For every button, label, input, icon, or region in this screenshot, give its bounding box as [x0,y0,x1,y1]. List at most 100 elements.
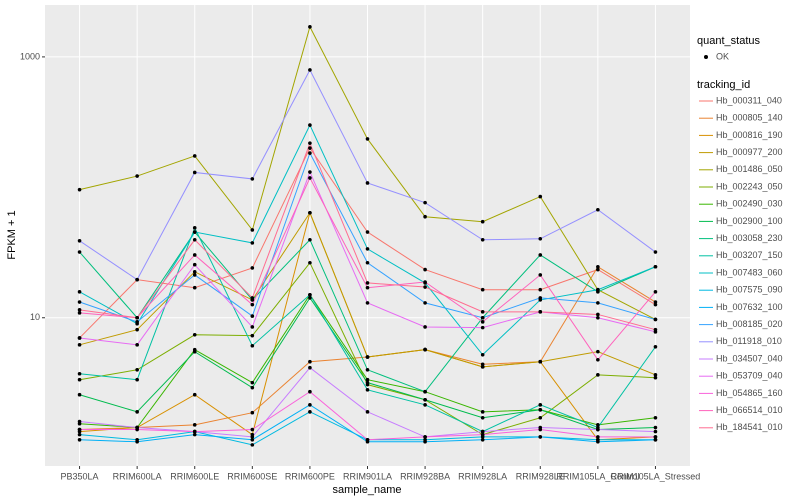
data-point [480,287,485,292]
data-point [308,365,312,370]
data-point [596,427,600,432]
data-point [423,214,427,219]
data-point [135,377,139,382]
data-point [365,247,370,251]
data-point [250,325,255,329]
data-point [365,355,370,359]
data-point [135,343,139,347]
data-point [365,285,370,290]
data-point [135,320,139,324]
data-point [77,187,82,192]
data-point [365,181,370,185]
x-tick-label: RRIM600LA [113,471,162,481]
data-point [77,311,82,315]
data-point [480,237,485,242]
x-tick-label: RRIM600LE [170,471,219,481]
data-point [308,141,312,145]
data-point [77,250,82,254]
data-point [596,315,600,320]
legend-label: Hb_007632_100 [716,302,783,312]
legend-label: Hb_000977_200 [716,147,783,157]
data-point [538,310,543,314]
x-tick-label: RRIM600PE [285,471,335,481]
data-point [308,146,312,150]
data-point [538,253,543,257]
data-point [135,315,139,320]
data-point [365,380,370,385]
data-point [192,432,197,437]
data-point [365,410,370,414]
data-point [596,267,600,272]
data-point [308,389,312,394]
data-point [365,301,370,305]
data-point [596,287,600,292]
data-point [480,437,485,442]
legend-label: Hb_053709_040 [716,371,783,381]
legend-label: Hb_008185_020 [716,319,783,329]
data-point [538,435,543,439]
data-point [596,439,600,444]
data-point [77,343,82,347]
legend-label: Hb_034507_040 [716,353,783,363]
data-point [308,170,312,174]
data-point [480,410,485,414]
data-point [423,347,427,352]
data-point [538,296,543,300]
x-tick-label: RRIM928LE [516,471,565,481]
legend-label: Hb_003058_230 [716,233,783,243]
x-tick-label: RRIM105LA_Control [556,471,639,481]
data-point [365,260,370,265]
data-point [135,367,139,372]
x-tick-label: RRIM901LA [343,471,392,481]
x-tick-label: RRIM600SE [227,471,277,481]
data-point [480,352,485,357]
data-point [77,427,82,432]
data-point [308,296,312,300]
data-point [423,435,427,439]
data-point [653,375,658,380]
data-point [135,277,139,282]
legend-label: Hb_184541_010 [716,422,783,432]
data-point [192,253,197,257]
data-point [135,327,139,332]
data-point [192,270,197,274]
data-point [423,439,427,444]
legend-label: Hb_007483_060 [716,267,783,277]
data-point [250,296,255,300]
data-point [423,397,427,402]
data-point [77,336,82,340]
legend-label: Hb_003207_150 [716,250,783,260]
data-point [653,250,658,254]
data-point [250,266,255,270]
data-point [653,300,658,304]
data-point [423,285,427,289]
data-point [250,380,255,385]
x-tick-label: RRIM928BA [400,471,450,481]
legend-label: Hb_000805_140 [716,113,783,123]
data-point [250,343,255,348]
data-point [308,292,312,297]
status-legend-label: OK [716,51,729,61]
data-point [423,403,427,407]
data-point [192,429,197,434]
data-point [596,435,600,439]
data-point [308,410,312,414]
data-point [250,177,255,181]
data-point [308,237,312,242]
data-point [135,439,139,444]
data-point [250,314,255,318]
data-point [538,237,543,241]
data-point [538,407,543,412]
data-point [653,429,658,434]
data-point [423,301,427,305]
data-point [308,151,312,155]
data-point [308,25,312,29]
data-point [538,427,543,432]
legend-label: Hb_002900_100 [716,216,783,226]
data-point [77,432,82,437]
data-point [250,241,255,245]
data-point [308,359,312,364]
data-point [423,280,427,284]
data-point [653,415,658,420]
data-point [77,300,82,304]
